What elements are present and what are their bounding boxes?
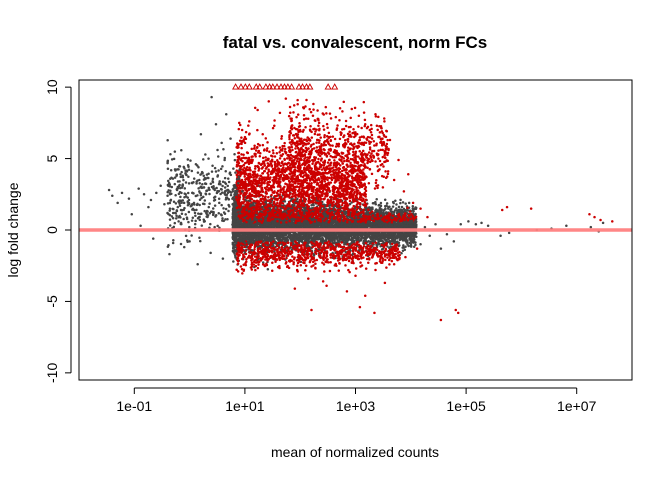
data-point-not_significant	[310, 235, 314, 239]
data-point-not_significant	[391, 205, 395, 208]
data-point-not_significant	[380, 248, 384, 251]
data-point-not_significant	[301, 240, 304, 244]
data-point-not_significant	[411, 205, 415, 208]
data-point-not_significant	[266, 268, 270, 271]
data-point-not_significant	[374, 203, 377, 206]
data-point-not_significant	[351, 232, 354, 235]
data-point-not_significant	[375, 198, 378, 201]
chart-title: fatal vs. convalescent, norm FCs	[223, 33, 488, 52]
data-point-not_significant	[392, 211, 396, 214]
data-point-not_significant	[403, 248, 407, 252]
data-point-not_significant	[404, 245, 407, 249]
data-point-not_significant	[292, 238, 296, 241]
data-point-not_significant	[407, 244, 410, 248]
data-point-not_significant	[395, 203, 398, 206]
data-point-not_significant	[414, 243, 417, 247]
points-layer	[107, 83, 614, 322]
data-point-not_significant	[350, 201, 353, 204]
data-point-not_significant	[385, 202, 389, 205]
data-point-not_significant	[401, 201, 405, 204]
data-point-not_significant	[336, 237, 339, 241]
data-point-not_significant	[374, 200, 377, 204]
data-point-not_significant	[395, 207, 398, 210]
data-point-not_significant	[400, 205, 404, 209]
data-point-not_significant	[402, 246, 405, 249]
data-point-not_significant	[392, 201, 395, 205]
data-point-not_significant	[344, 250, 347, 254]
data-point-not_significant	[312, 254, 316, 257]
data-point-not_significant	[414, 206, 418, 210]
data-point-not_significant	[263, 231, 266, 235]
data-point-not_significant	[379, 204, 383, 208]
data-point-not_significant	[412, 245, 416, 249]
data-point-not_significant	[299, 238, 303, 241]
data-point-not_significant	[312, 203, 315, 207]
data-point-not_significant	[323, 233, 326, 236]
data-point-not_significant	[399, 198, 402, 202]
data-point-not_significant	[402, 244, 405, 247]
data-point-not_significant	[371, 201, 375, 205]
data-point-not_significant	[398, 244, 401, 247]
data-point-not_significant	[409, 242, 413, 246]
data-point-not_significant	[296, 197, 299, 201]
data-point-not_significant	[383, 198, 387, 201]
data-point-not_significant	[401, 249, 405, 252]
data-point-not_significant	[394, 199, 397, 203]
data-point-not_significant	[367, 240, 370, 243]
data-point-not_significant	[399, 201, 402, 205]
